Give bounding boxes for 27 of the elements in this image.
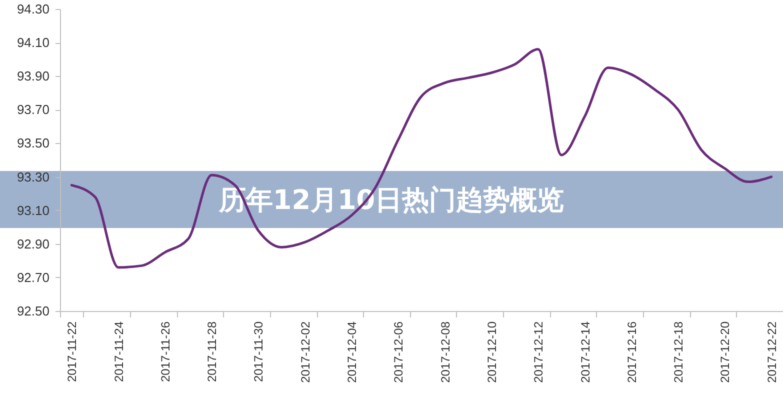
x-tick-label: 2017-12-18: [672, 321, 686, 383]
y-tick-label: 92.90: [16, 236, 50, 252]
y-tick-label: 93.50: [16, 136, 50, 151]
x-tick-label: 2017-12-22: [764, 321, 779, 383]
x-tick-label: 2017-12-12: [532, 321, 546, 383]
x-tick-label: 2017-12-04: [345, 321, 360, 383]
y-tick-label: 92.70: [16, 270, 50, 285]
y-tick-label: 93.10: [16, 202, 50, 218]
y-tick-label: 93.90: [16, 68, 50, 84]
x-tick-label: 2017-12-06: [392, 321, 406, 383]
x-tick-label: 2017-11-28: [205, 321, 220, 382]
y-tick-label: 94.10: [16, 35, 50, 50]
x-tick-label: 2017-12-10: [484, 321, 499, 383]
y-tick-label: 93.30: [16, 169, 50, 184]
y-tick-label: 93.70: [16, 102, 50, 118]
x-tick-label: 2017-11-30: [252, 321, 266, 382]
x-tick-label: 2017-11-26: [158, 321, 172, 382]
x-tick-label: 2017-12-08: [438, 321, 452, 383]
line-series: [70, 48, 773, 269]
y-tick-label: 94.30: [16, 2, 50, 16]
x-tick-label: 2017-12-16: [624, 321, 639, 383]
x-tick-label: 2017-11-24: [112, 321, 126, 382]
y-tick-label: 92.50: [16, 304, 50, 318]
x-tick-label: 2017-11-22: [65, 321, 80, 382]
x-tick-label: 2017-12-02: [298, 321, 312, 383]
x-tick-label: 2017-12-14: [578, 321, 592, 383]
x-tick-label: 2017-12-20: [718, 321, 732, 383]
